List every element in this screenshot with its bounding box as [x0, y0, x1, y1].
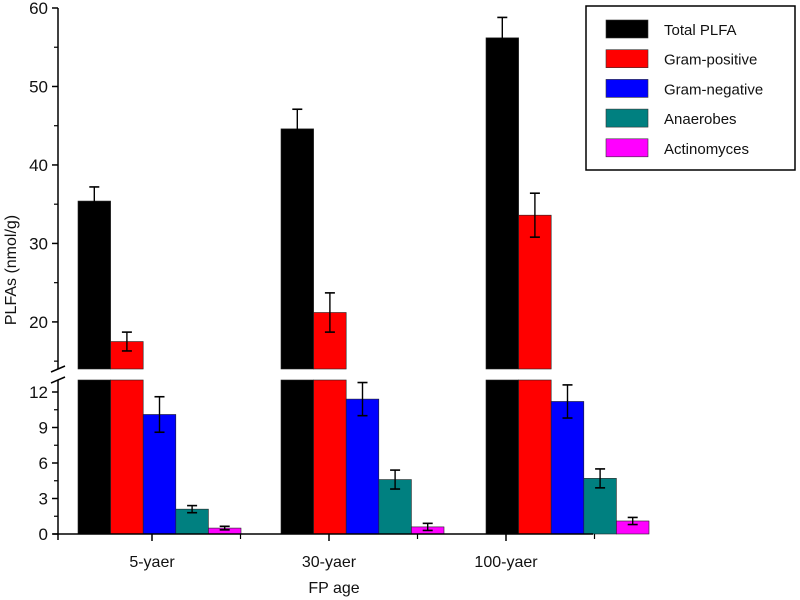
- bar-total-plfa-0: [77, 379, 111, 535]
- legend-swatch: [605, 138, 649, 158]
- bar-gram-negative-0: [142, 414, 177, 535]
- legend: Total PLFA Gram-positive Gram-negative Anae…: [585, 5, 796, 171]
- error-bar: [627, 516, 638, 526]
- axes-layer: 20 30 40 50 60 0 3 6 9 12 5-yaer 30-yaer 100-yaer: [29, 0, 596, 571]
- bar-gram-positive-2: [518, 379, 552, 535]
- x-tick-label: 100-yaer: [474, 554, 538, 571]
- error-bar: [357, 381, 368, 417]
- error-bar: [187, 504, 198, 514]
- legend-label: Gram-negative: [664, 81, 763, 98]
- legend-swatch: [605, 79, 649, 98]
- x-tick-label: 5-yaer: [129, 554, 175, 571]
- bar-gram-positive-1: [313, 379, 347, 535]
- legend-item: Gram-negative: [605, 79, 763, 98]
- legend-item: Actinomyces: [605, 138, 749, 158]
- y-tick-label: 6: [39, 454, 48, 473]
- bar-gram-negative-2: [550, 401, 585, 535]
- y-tick-label: 9: [39, 419, 48, 438]
- legend-label: Gram-positive: [664, 52, 757, 69]
- bar-upper-total-plfa-2: [485, 37, 519, 370]
- bar-gram-negative-1: [345, 398, 380, 535]
- error-bar: [562, 384, 573, 419]
- legend-item: Anaerobes: [605, 108, 737, 128]
- legend-swatch: [605, 19, 649, 39]
- bar-upper-gram-positive-2: [518, 214, 552, 370]
- y-tick-label: 60: [29, 0, 48, 18]
- bar-upper-total-plfa-1: [280, 128, 314, 370]
- error-bar: [292, 108, 303, 150]
- error-bar: [89, 186, 100, 216]
- bars-layer: [77, 16, 650, 535]
- bar-gram-positive-0: [110, 379, 144, 535]
- error-bar: [529, 192, 540, 238]
- error-bar: [324, 292, 335, 333]
- error-bar: [422, 522, 433, 532]
- y-tick-label: 12: [29, 383, 48, 402]
- error-bar: [497, 16, 508, 60]
- legend-item: Gram-positive: [605, 49, 757, 69]
- legend-swatch: [605, 49, 649, 69]
- legend-label: Actinomyces: [664, 141, 749, 158]
- error-bar: [121, 331, 132, 352]
- y-tick-label: 3: [39, 490, 48, 509]
- axis-break-mark-upper: [50, 365, 66, 373]
- y-axis-title: PLFAs (nmol/g): [3, 215, 20, 325]
- y-tick-label: 30: [29, 234, 48, 253]
- axis-break-mark-lower: [50, 376, 66, 384]
- legend-item: Total PLFA: [605, 19, 737, 39]
- bar-upper-total-plfa-0: [77, 200, 111, 370]
- legend-label: Anaerobes: [664, 111, 737, 128]
- error-bar: [595, 468, 606, 489]
- error-bar: [390, 469, 401, 490]
- error-bar: [154, 395, 165, 434]
- x-axis-title: FP age: [308, 580, 359, 597]
- x-tick-label: 30-yaer: [302, 554, 357, 571]
- error-bar: [219, 525, 230, 531]
- legend-swatch: [605, 108, 649, 128]
- y-tick-label: 50: [29, 77, 48, 96]
- legend-label: Total PLFA: [664, 22, 737, 39]
- y-tick-label: 0: [39, 525, 48, 544]
- y-tick-label: 20: [29, 313, 48, 332]
- y-tick-label: 40: [29, 156, 48, 175]
- bar-total-plfa-2: [485, 379, 519, 535]
- bar-total-plfa-1: [280, 379, 314, 535]
